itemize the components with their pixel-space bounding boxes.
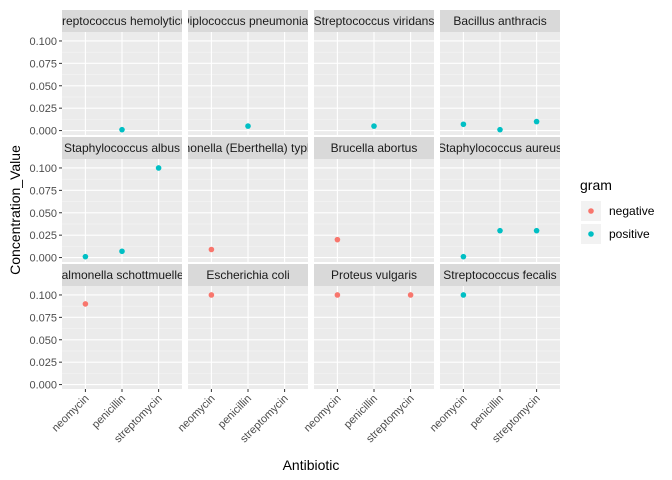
facet-strip: [440, 10, 560, 32]
facet-strip: [188, 264, 308, 286]
y-tick-label: 0.100: [29, 36, 57, 48]
x-axis-title: Antibiotic: [283, 457, 340, 473]
y-axis-title: Concentration_Value: [7, 145, 23, 275]
x-tick-label: neomycin: [176, 393, 218, 435]
data-point-positive: [119, 248, 125, 255]
facet-panel: Staphylococcus albus: [62, 137, 182, 262]
y-tick-label: 0.050: [29, 81, 57, 93]
facet-strip-label: Staphylococcus aureus: [438, 141, 562, 155]
legend-key-point: [588, 231, 594, 237]
facet-panel: Streptococcus hemolyticus: [51, 10, 194, 135]
data-point-negative: [208, 292, 215, 298]
data-point-positive: [533, 227, 540, 234]
facet-strip: [440, 137, 560, 159]
legend-key-point: [588, 208, 594, 214]
data-point-positive: [460, 292, 467, 298]
facet-strip-label: Staphylococcus albus: [64, 141, 180, 155]
data-point-positive: [460, 253, 467, 260]
y-tick-label: 0.000: [29, 380, 57, 392]
data-point-negative: [334, 236, 341, 243]
data-point-negative: [82, 301, 89, 307]
facet-strip: [314, 137, 434, 159]
y-tick-label: 0.100: [29, 163, 57, 175]
facet-strip-label: Streptococcus hemolyticus: [51, 14, 194, 28]
data-point-positive: [82, 253, 89, 260]
y-tick-label: 0.075: [29, 312, 57, 324]
data-point-positive: [460, 121, 467, 128]
y-tick-label: 0.000: [29, 253, 57, 265]
data-point-positive: [497, 126, 503, 133]
x-tick-label: neomycin: [302, 393, 344, 435]
data-point-negative: [208, 246, 215, 253]
data-point-positive: [533, 118, 540, 125]
facet-panel: Salmonella (Eberthella) typhosa: [163, 137, 333, 262]
y-tick-label: 0.050: [29, 208, 57, 220]
data-point-positive: [245, 123, 251, 129]
data-point-positive: [119, 126, 125, 133]
y-tick-label: 0.025: [29, 230, 57, 242]
legend: gram negative positive: [580, 177, 655, 244]
data-point-negative: [407, 292, 414, 298]
facet-strip: [188, 137, 308, 159]
facet-panel: Streptococcus viridans: [314, 10, 435, 135]
y-tick-label: 0.025: [29, 103, 57, 115]
facet-panel: Staphylococcus aureus: [438, 137, 562, 262]
facet-strip-label: Streptococcus fecalis: [443, 268, 556, 282]
facet-strip-label: Brucella abortus: [331, 141, 418, 155]
facet-strip-label: Salmonella (Eberthella) typhosa: [163, 141, 333, 155]
x-tick-label: neomycin: [428, 393, 470, 435]
facet-strip-label: Streptococcus viridans: [314, 14, 435, 28]
y-tick-label: 0.100: [29, 290, 57, 302]
legend-label: negative: [609, 204, 655, 218]
y-tick-label: 0.025: [29, 357, 57, 369]
facet-panel: Proteus vulgaris: [314, 264, 434, 389]
facet-strip-label: Salmonella schottmuelleri: [54, 268, 191, 282]
facet-strip: [62, 264, 182, 286]
y-axis: 0.000 0.025 0.050 0.075 0.100 0.000 0.025 0.050…: [29, 36, 62, 392]
facet-strip: [314, 264, 434, 286]
facet-strip-label: Bacillus anthracis: [453, 14, 546, 28]
y-tick-label: 0.000: [29, 126, 57, 138]
facet-panel: Bacillus anthracis: [440, 10, 560, 135]
legend-title: gram: [580, 177, 612, 193]
facet-strip-label: Proteus vulgaris: [331, 268, 417, 282]
y-tick-label: 0.050: [29, 335, 57, 347]
data-point-positive: [155, 165, 162, 171]
facet-panel: Salmonella schottmuelleri: [54, 264, 191, 389]
facet-strip: [62, 10, 182, 32]
data-point-positive: [497, 227, 503, 234]
x-tick-label: neomycin: [50, 393, 92, 435]
facet-strip: [62, 137, 182, 159]
facet-strip: [188, 10, 308, 32]
facet-strip-label: Escherichia coli: [206, 268, 289, 282]
facet-strip: [314, 10, 434, 32]
data-point-negative: [334, 292, 341, 298]
data-point-positive: [371, 123, 377, 129]
legend-label: positive: [609, 227, 650, 241]
facet-strip: [440, 264, 560, 286]
facet-panel: Escherichia coli: [188, 264, 308, 389]
y-tick-label: 0.075: [29, 185, 57, 197]
facet-panel: Streptococcus fecalis: [440, 264, 560, 389]
facet-strip-label: Diplococcus pneumoniae: [181, 14, 315, 28]
y-tick-label: 0.075: [29, 58, 57, 70]
facet-panel: Brucella abortus: [314, 137, 434, 262]
facet-panel: Diplococcus pneumoniae: [181, 10, 315, 135]
